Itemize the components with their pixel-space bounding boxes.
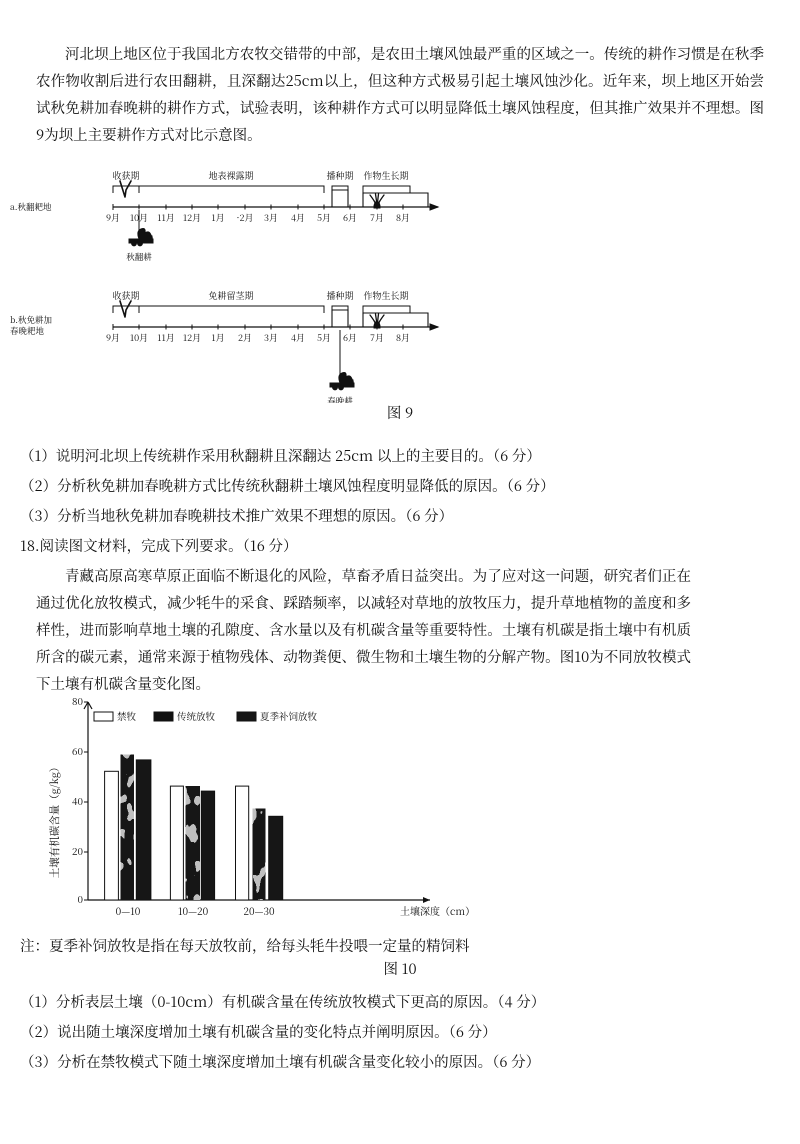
svg-text:4月: 4月: [291, 211, 305, 224]
svg-text:12月: 12月: [183, 211, 201, 224]
svg-text:秋翻耕: 秋翻耕: [126, 251, 152, 263]
svg-text:3月: 3月: [264, 211, 278, 224]
svg-text:9月: 9月: [106, 331, 120, 344]
svg-text:11月: 11月: [157, 331, 174, 344]
svg-text:7月: 7月: [370, 211, 384, 224]
svg-text:8月: 8月: [396, 211, 410, 224]
svg-text:10月: 10月: [130, 331, 148, 344]
svg-text:传统放牧: 传统放牧: [177, 709, 216, 723]
svg-text:收获期: 收获期: [112, 169, 139, 182]
svg-text:夏季补饲放牧: 夏季补饲放牧: [260, 709, 318, 723]
svg-text:1月: 1月: [211, 331, 224, 344]
svg-text:6月: 6月: [343, 331, 357, 344]
svg-text:0: 0: [78, 891, 84, 906]
svg-text:7月: 7月: [370, 331, 384, 344]
svg-text:80: 80: [72, 693, 83, 708]
svg-text:0—10: 0—10: [116, 903, 141, 918]
svg-text:20—30: 20—30: [243, 903, 275, 918]
svg-text:8月: 8月: [396, 331, 410, 344]
svg-text:地表裸露期: 地表裸露期: [208, 169, 253, 182]
svg-text:播种期: 播种期: [326, 289, 353, 302]
svg-text:5月: 5月: [317, 211, 331, 224]
svg-text:播种期: 播种期: [326, 169, 353, 182]
svg-text:免耕留茎期: 免耕留茎期: [208, 289, 253, 302]
svg-text:4月: 4月: [291, 331, 305, 344]
svg-text:收获期: 收获期: [112, 289, 139, 302]
svg-text:禁牧: 禁牧: [117, 709, 137, 723]
svg-text:土壤有机碳含量（g/kg）: 土壤有机碳含量（g/kg）: [47, 762, 62, 879]
svg-text:12月: 12月: [183, 331, 201, 344]
svg-text:6月: 6月: [343, 211, 357, 224]
svg-text:20: 20: [72, 843, 83, 858]
svg-text:9月: 9月: [106, 211, 120, 224]
svg-text:作物生长期: 作物生长期: [363, 169, 408, 182]
svg-text:10—20: 10—20: [178, 903, 209, 918]
svg-text:60: 60: [72, 743, 83, 758]
svg-text:作物生长期: 作物生长期: [363, 289, 408, 302]
svg-text:2月: 2月: [238, 331, 252, 344]
svg-text:40: 40: [72, 793, 83, 808]
svg-text:11月: 11月: [157, 211, 174, 224]
svg-text:春晚耙地: 春晚耙地: [10, 325, 45, 337]
svg-text:土壤深度（cm）: 土壤深度（cm）: [400, 903, 475, 918]
svg-text:3月: 3月: [264, 331, 278, 344]
svg-text:5月: 5月: [317, 331, 331, 344]
svg-text:·2月: ·2月: [237, 211, 254, 224]
svg-text:a.秋翻耙地: a.秋翻耙地: [10, 201, 52, 213]
svg-text:1月: 1月: [211, 211, 224, 224]
